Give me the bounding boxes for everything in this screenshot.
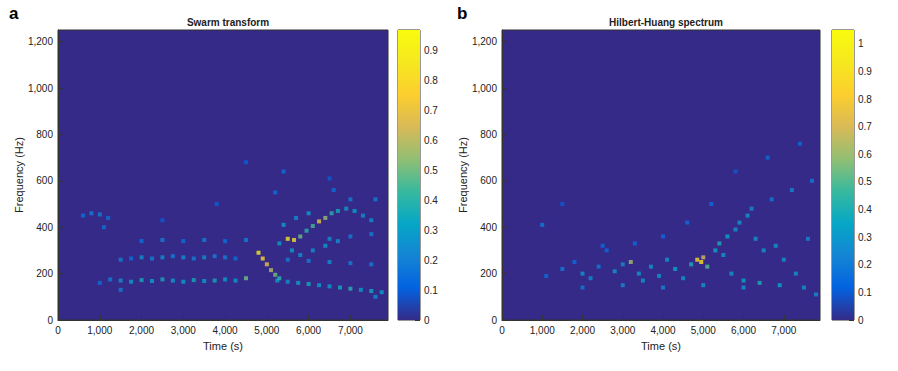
svg-text:800: 800 [36,129,53,140]
svg-text:a: a [9,4,19,23]
svg-text:0.2: 0.2 [424,255,438,266]
svg-text:400: 400 [36,222,53,233]
svg-text:7,000: 7,000 [771,325,796,336]
svg-text:400: 400 [480,222,497,233]
svg-text:200: 200 [36,268,53,279]
svg-text:800: 800 [480,129,497,140]
svg-text:0: 0 [491,315,497,326]
svg-text:1,000: 1,000 [472,83,497,94]
svg-text:0.6: 0.6 [858,149,872,160]
svg-text:200: 200 [480,268,497,279]
svg-text:0.9: 0.9 [424,45,438,56]
svg-text:5,000: 5,000 [254,325,279,336]
svg-text:7,000: 7,000 [338,325,363,336]
svg-text:0.6: 0.6 [424,135,438,146]
svg-text:0.1: 0.1 [424,285,438,296]
svg-text:Hilbert-Huang spectrum: Hilbert-Huang spectrum [609,17,723,28]
svg-text:0: 0 [499,325,505,336]
svg-text:3,000: 3,000 [610,325,635,336]
svg-text:0.4: 0.4 [858,204,872,215]
svg-text:0.5: 0.5 [858,176,872,187]
svg-text:0.9: 0.9 [858,66,872,77]
svg-text:0: 0 [424,315,430,326]
svg-text:6,000: 6,000 [296,325,321,336]
svg-text:0.8: 0.8 [424,75,438,86]
svg-text:3,000: 3,000 [171,325,196,336]
svg-text:0.8: 0.8 [858,94,872,105]
svg-text:0.7: 0.7 [858,121,872,132]
svg-text:b: b [457,4,467,23]
svg-text:Time (s): Time (s) [203,340,243,352]
svg-text:600: 600 [480,175,497,186]
svg-text:Swarm transform: Swarm transform [187,17,269,28]
svg-text:0.2: 0.2 [858,259,872,270]
svg-text:600: 600 [36,175,53,186]
svg-text:0: 0 [47,315,53,326]
svg-text:2,000: 2,000 [570,325,595,336]
svg-text:0.4: 0.4 [424,195,438,206]
svg-text:2,000: 2,000 [129,325,154,336]
svg-text:1,200: 1,200 [472,36,497,47]
svg-text:1,000: 1,000 [28,83,53,94]
svg-text:Frequency (Hz): Frequency (Hz) [13,137,25,213]
svg-text:4,000: 4,000 [213,325,238,336]
svg-text:0: 0 [858,315,864,326]
svg-text:1,000: 1,000 [87,325,112,336]
svg-text:0: 0 [55,325,61,336]
svg-text:1: 1 [858,38,864,49]
svg-text:0.7: 0.7 [424,105,438,116]
svg-text:Frequency (Hz): Frequency (Hz) [457,137,469,213]
svg-text:0.3: 0.3 [424,225,438,236]
svg-text:5,000: 5,000 [691,325,716,336]
svg-text:6,000: 6,000 [731,325,756,336]
svg-text:4,000: 4,000 [650,325,675,336]
svg-text:0.3: 0.3 [858,232,872,243]
svg-text:0.1: 0.1 [858,287,872,298]
svg-text:1,200: 1,200 [28,36,53,47]
svg-text:1,000: 1,000 [530,325,555,336]
svg-text:Time (s): Time (s) [641,340,681,352]
svg-text:0.5: 0.5 [424,165,438,176]
